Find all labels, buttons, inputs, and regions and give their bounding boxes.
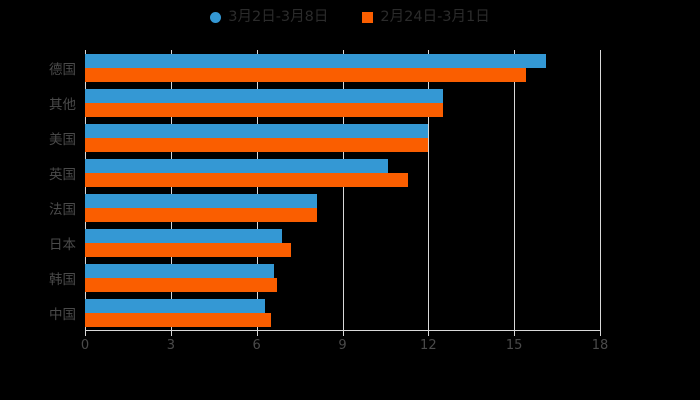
gridline <box>342 50 344 330</box>
x-tick-label-3: 3 <box>166 338 175 353</box>
gridline <box>514 50 516 330</box>
y-axis-label-英国: 英国 <box>49 166 76 183</box>
bar-德国-3月2日-3月8日[interactable] <box>85 53 546 68</box>
y-axis-label-中国: 中国 <box>49 306 76 323</box>
bar-日本-2月24日-3月1日[interactable] <box>85 242 291 257</box>
x-tick-mark <box>514 331 516 336</box>
bar-英国-2月24日-3月1日[interactable] <box>85 172 409 187</box>
gridline <box>170 50 172 330</box>
x-tick-mark <box>428 331 430 336</box>
x-tick-mark <box>600 331 601 336</box>
y-axis-label-法国: 法国 <box>49 201 76 218</box>
gridline <box>256 50 258 330</box>
bar-韩国-3月2日-3月8日[interactable] <box>85 263 274 278</box>
x-tick-mark <box>342 331 344 336</box>
gridline <box>600 50 601 330</box>
legend-label-series-1: 2月24日-3月1日 <box>380 8 490 25</box>
x-tick-label-6: 6 <box>252 338 261 353</box>
y-axis-label-德国: 德国 <box>49 61 76 78</box>
bar-其他-2月24日-3月1日[interactable] <box>85 102 443 117</box>
chart-legend: 3月2日-3月8日 2月24日-3月1日 <box>0 0 700 34</box>
bar-英国-3月2日-3月8日[interactable] <box>85 158 389 173</box>
legend-entry-series-1[interactable]: 2月24日-3月1日 <box>362 8 490 25</box>
bar-日本-3月2日-3月8日[interactable] <box>85 228 283 243</box>
x-tick-label-0: 0 <box>80 338 90 353</box>
bar-德国-2月24日-3月1日[interactable] <box>85 67 526 82</box>
y-axis-label-美国: 美国 <box>49 131 76 148</box>
legend-marker-circle-icon <box>210 11 222 23</box>
legend-label-series-0: 3月2日-3月8日 <box>228 8 329 25</box>
gridline <box>428 50 430 330</box>
bar-中国-3月2日-3月8日[interactable] <box>85 298 266 313</box>
legend-entry-series-0[interactable]: 3月2日-3月8日 <box>210 10 328 25</box>
bar-其他-3月2日-3月8日[interactable] <box>85 88 443 103</box>
x-tick-label-15: 15 <box>505 338 523 353</box>
x-axis-line <box>85 330 601 331</box>
bar-韩国-2月24日-3月1日[interactable] <box>85 277 277 292</box>
bar-法国-2月24日-3月1日[interactable] <box>85 207 317 222</box>
bar-中国-2月24日-3月1日[interactable] <box>85 312 271 327</box>
x-tick-mark <box>256 331 258 336</box>
legend-marker-square-icon <box>362 11 374 23</box>
y-axis-label-其他: 其他 <box>49 96 76 113</box>
y-axis-label-日本: 日本 <box>49 236 76 253</box>
x-tick-mark <box>170 331 172 336</box>
y-axis-label-韩国: 韩国 <box>49 271 76 288</box>
bar-美国-3月2日-3月8日[interactable] <box>85 123 429 138</box>
x-tick-label-12: 12 <box>420 338 437 353</box>
bar-美国-2月24日-3月1日[interactable] <box>85 137 429 152</box>
bar-法国-3月2日-3月8日[interactable] <box>85 193 317 208</box>
plot-area <box>85 50 601 330</box>
x-tick-label-18: 18 <box>591 338 609 353</box>
gridline <box>85 50 86 330</box>
x-tick-label-9: 9 <box>338 338 347 353</box>
x-tick-mark <box>85 331 86 336</box>
